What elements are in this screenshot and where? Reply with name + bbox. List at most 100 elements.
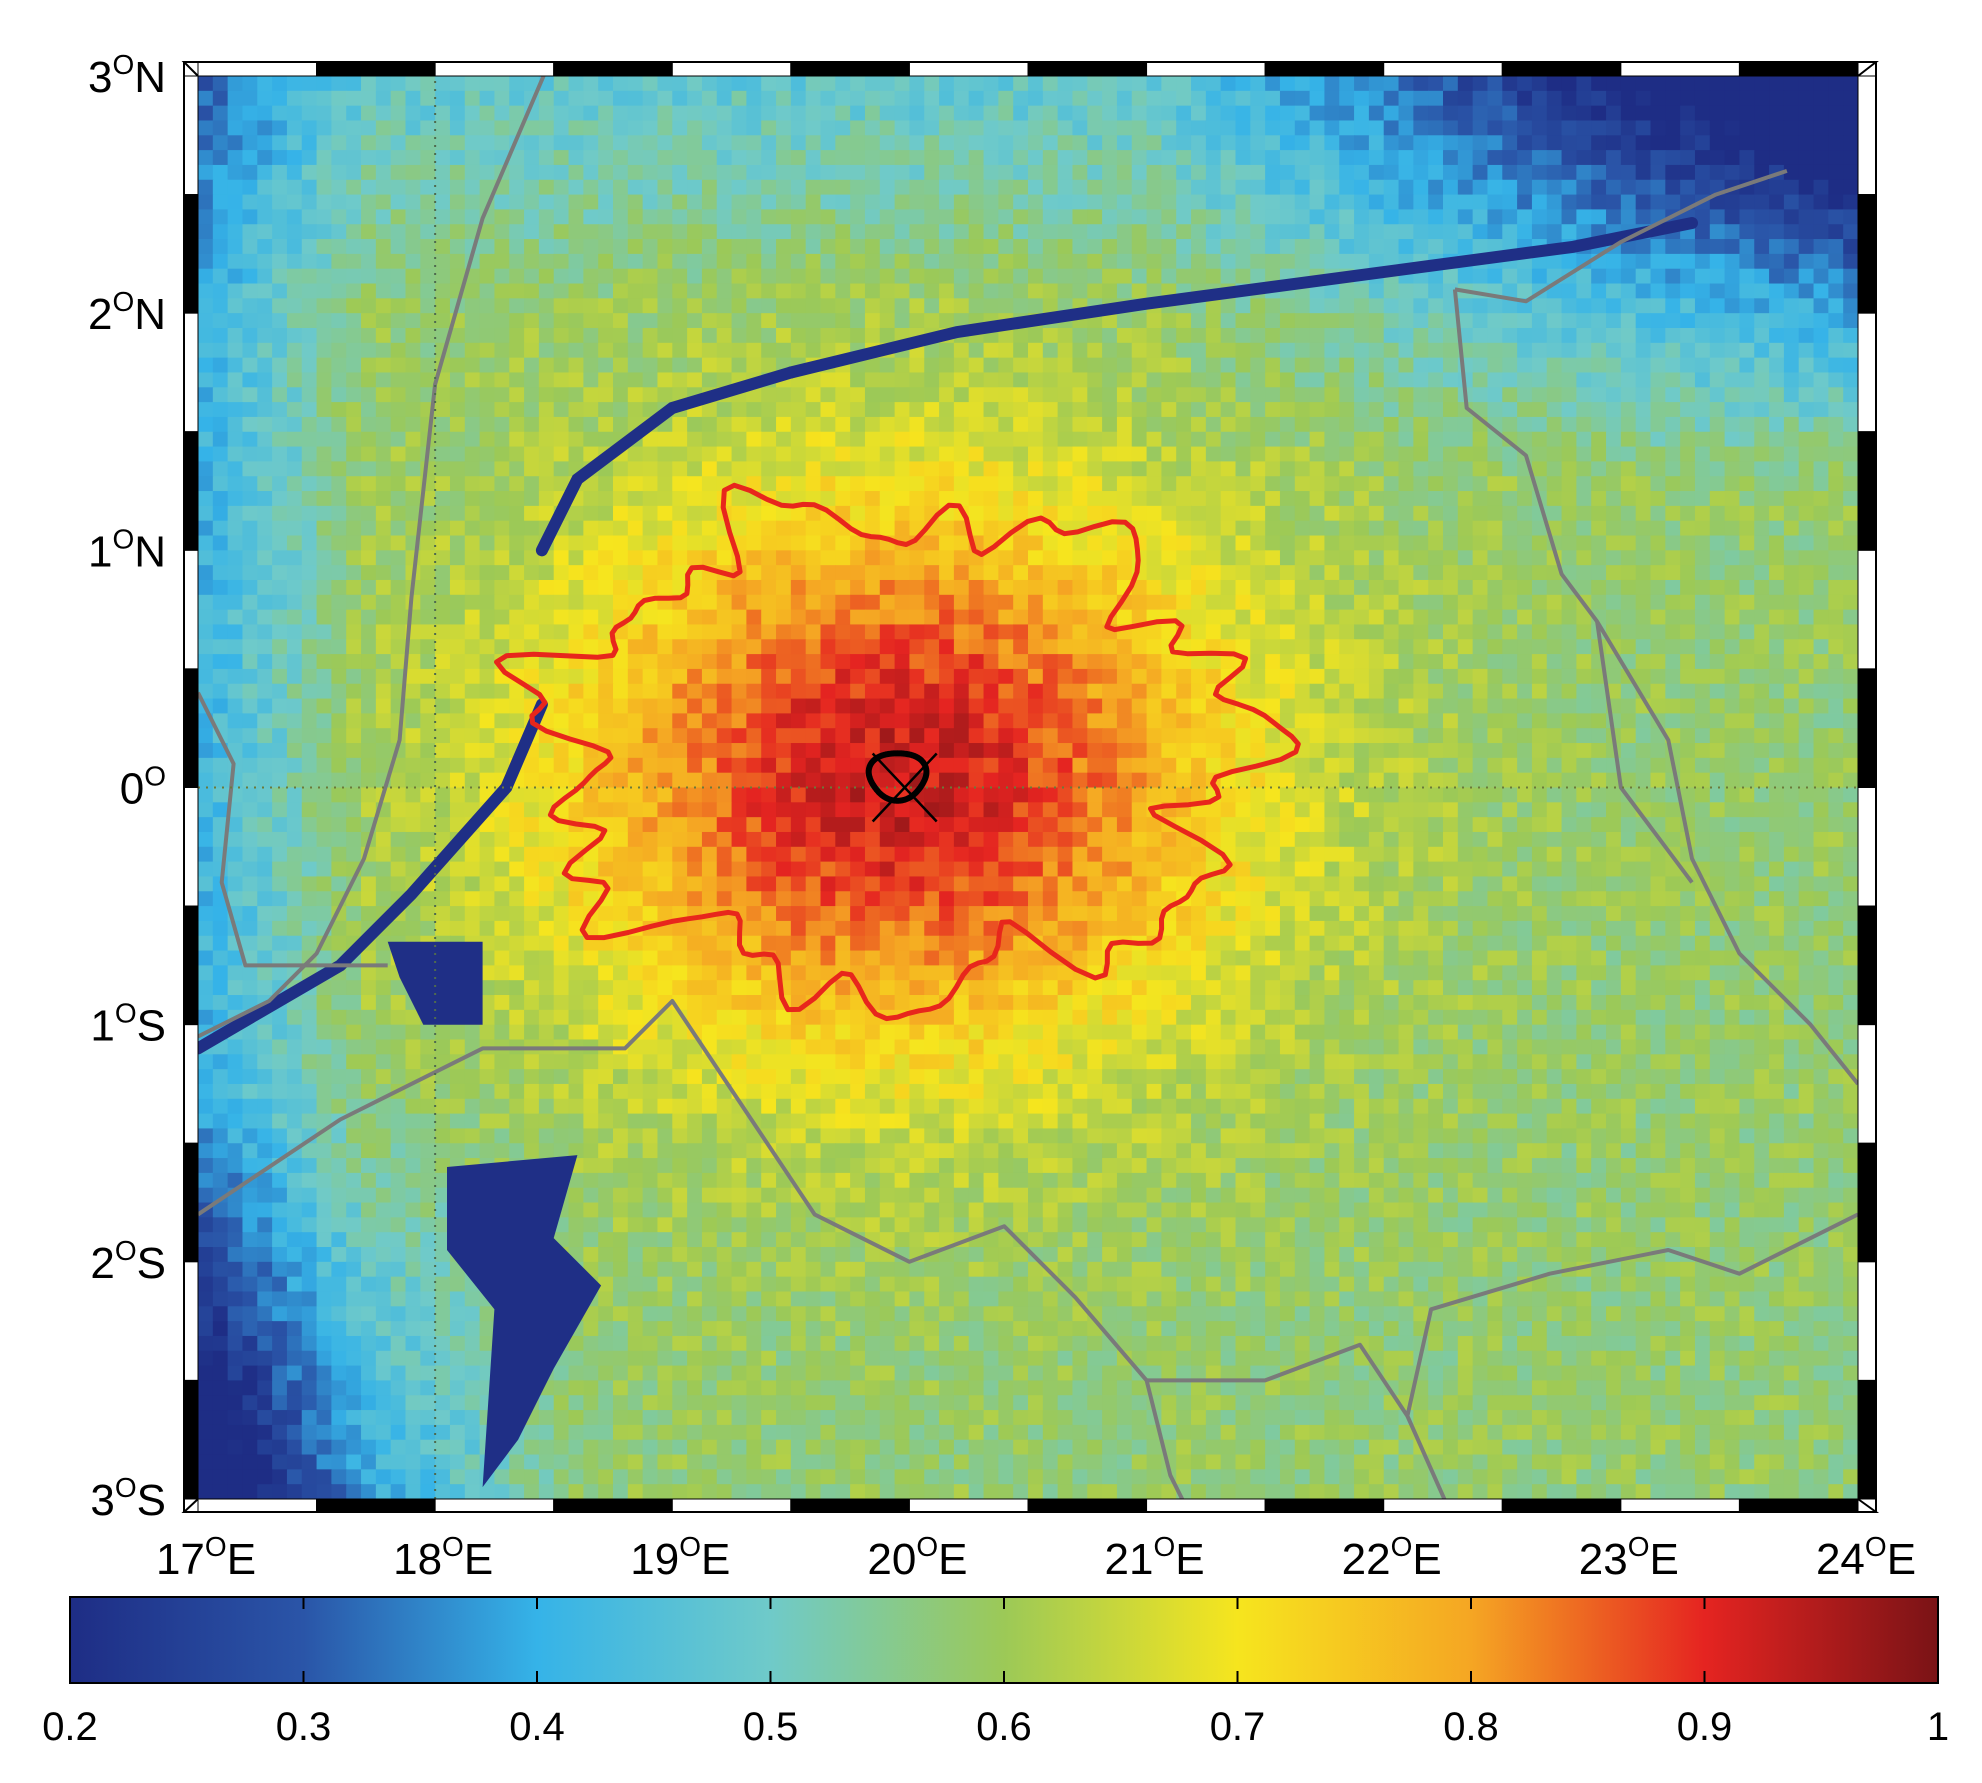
heatmap-cell (1798, 446, 1815, 462)
heatmap-cell (924, 387, 940, 403)
heatmap-cell (1220, 239, 1237, 255)
heatmap-cell (687, 342, 703, 359)
heatmap-cell (1191, 550, 1207, 566)
heatmap-cell (420, 683, 436, 700)
heatmap-cell (1813, 594, 1829, 611)
heatmap-cell (1354, 476, 1370, 492)
heatmap-cell (1769, 535, 1785, 551)
heatmap-cell (716, 698, 733, 714)
heatmap-cell (731, 76, 747, 92)
heatmap-cell (1146, 90, 1162, 107)
heatmap-cell (953, 120, 970, 136)
heatmap-cell (212, 550, 229, 566)
heatmap-cell (1235, 76, 1251, 92)
heatmap-cell (435, 164, 451, 181)
heatmap-cell (1443, 268, 1459, 285)
heatmap-cell (909, 476, 925, 492)
heatmap-cell (953, 372, 970, 388)
heatmap-cell (716, 713, 733, 729)
heatmap-cell (1813, 416, 1829, 433)
heatmap-cell (1457, 550, 1474, 566)
heatmap-cell (301, 372, 318, 388)
heatmap-cell (464, 491, 481, 507)
heatmap-cell (820, 520, 836, 537)
heatmap-cell (1694, 698, 1711, 714)
heatmap-cell (1191, 668, 1207, 685)
heatmap-cell (731, 90, 747, 107)
heatmap-cell (1783, 594, 1800, 611)
heatmap-cell (998, 150, 1014, 166)
heatmap-cell (983, 90, 999, 107)
heatmap-cell (316, 431, 332, 448)
heatmap-cell (1309, 609, 1326, 626)
heatmap-cell (449, 76, 466, 92)
heatmap-cell (879, 476, 896, 492)
heatmap-cell (316, 476, 332, 492)
heatmap-cell (494, 579, 510, 596)
heatmap-cell (894, 683, 911, 700)
heatmap-cell (1546, 209, 1563, 225)
heatmap-cell (790, 283, 807, 299)
heatmap-cell (820, 76, 836, 92)
heatmap-cell (598, 357, 614, 374)
heatmap-cell (953, 194, 970, 210)
heatmap-cell (449, 135, 466, 151)
heatmap-cell (1205, 446, 1222, 462)
heatmap-cell (701, 239, 718, 255)
heatmap-cell (1472, 594, 1489, 611)
heatmap-cell (627, 150, 644, 166)
heatmap-cell (1606, 565, 1622, 581)
heatmap-cell (1354, 461, 1370, 477)
heatmap-cell (1279, 253, 1296, 270)
heatmap-cell (1769, 698, 1785, 714)
heatmap-cell (1517, 150, 1533, 166)
heatmap-cell (331, 164, 347, 181)
heatmap-cell (1680, 654, 1696, 670)
heatmap-cell (1146, 698, 1162, 714)
heatmap-cell (820, 565, 836, 581)
heatmap-cell (1428, 90, 1444, 107)
heatmap-cell (553, 179, 570, 196)
heatmap-cell (1546, 105, 1563, 122)
heatmap-cell (1383, 520, 1400, 537)
heatmap-cell (375, 698, 392, 714)
heatmap-cell (1828, 505, 1844, 522)
heatmap-cell (1591, 298, 1607, 314)
heatmap-cell (1828, 342, 1844, 359)
heatmap-cell (1235, 357, 1251, 374)
heatmap-cell (1116, 327, 1133, 344)
heatmap-cell (1487, 520, 1503, 537)
heatmap-cell (1279, 179, 1296, 196)
heatmap-cell (1487, 461, 1503, 477)
heatmap-cell (790, 150, 807, 166)
heatmap-cell (464, 505, 481, 522)
heatmap-cell (894, 624, 911, 640)
heatmap-cell (1428, 120, 1444, 136)
heatmap-cell (331, 402, 347, 418)
heatmap-cell (627, 713, 644, 729)
heatmap-cell (1265, 639, 1281, 655)
heatmap-cell (405, 179, 421, 196)
heatmap-cell (805, 446, 822, 462)
heatmap-cell (731, 609, 747, 626)
heatmap-cell (272, 520, 288, 537)
heatmap-cell (346, 253, 362, 270)
heatmap-cell (509, 579, 525, 596)
heatmap-cell (776, 194, 792, 210)
heatmap-cell (1235, 327, 1251, 344)
heatmap-cell (968, 416, 985, 433)
heatmap-cell (672, 698, 688, 714)
heatmap-cell (1783, 535, 1800, 551)
heatmap-cell (850, 713, 866, 729)
heatmap-cell (1487, 639, 1503, 655)
heatmap-cell (538, 90, 555, 107)
heatmap-cell (272, 372, 288, 388)
heatmap-cell (627, 372, 644, 388)
heatmap-cell (998, 120, 1014, 136)
heatmap-cell (1131, 179, 1148, 196)
heatmap-cell (1191, 476, 1207, 492)
heatmap-cell (242, 594, 258, 611)
heatmap-cell (257, 594, 273, 611)
heatmap-cell (1665, 654, 1681, 670)
heatmap-cell (583, 698, 599, 714)
